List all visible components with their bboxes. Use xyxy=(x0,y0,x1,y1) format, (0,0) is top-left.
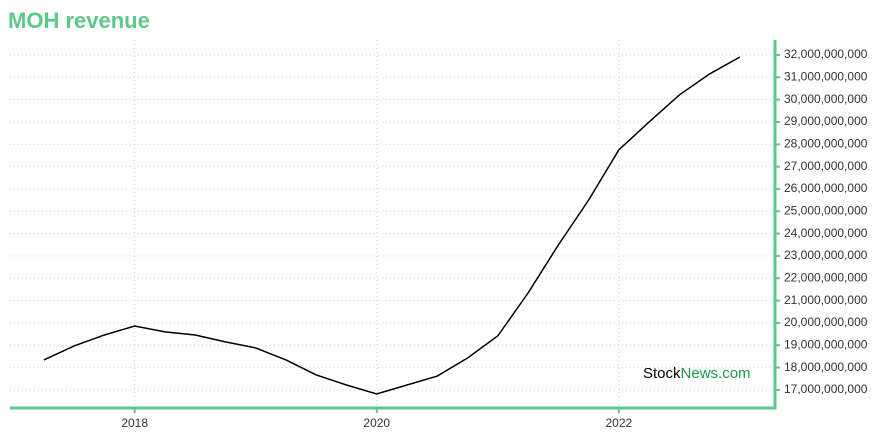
y-tick-label: 27,000,000,000 xyxy=(784,159,868,173)
y-tick-label: 25,000,000,000 xyxy=(784,203,868,217)
watermark-news: News.com xyxy=(681,365,751,382)
y-tick-label: 20,000,000,000 xyxy=(784,315,868,329)
y-tick-label: 32,000,000,000 xyxy=(784,47,868,61)
y-tick-label: 23,000,000,000 xyxy=(784,248,868,262)
watermark: StockNews.com xyxy=(643,365,751,382)
y-tick-label: 30,000,000,000 xyxy=(784,92,868,106)
x-tick-label: 2018 xyxy=(121,416,148,430)
chart-title: MOH revenue xyxy=(8,8,150,33)
y-tick-label: 24,000,000,000 xyxy=(784,226,868,240)
y-tick-label: 28,000,000,000 xyxy=(784,136,868,150)
y-tick-label: 29,000,000,000 xyxy=(784,114,868,128)
x-tick-label: 2022 xyxy=(606,416,633,430)
y-tick-label: 19,000,000,000 xyxy=(784,337,868,351)
y-tick-label: 18,000,000,000 xyxy=(784,360,868,374)
y-tick-label: 22,000,000,000 xyxy=(784,270,868,284)
grid xyxy=(10,40,775,408)
x-tick-label: 2020 xyxy=(363,416,390,430)
line xyxy=(43,56,741,395)
y-tick-label: 31,000,000,000 xyxy=(784,69,868,83)
y-tick-label: 26,000,000,000 xyxy=(784,181,868,195)
y-tick-label: 17,000,000,000 xyxy=(784,382,868,396)
watermark-stock: Stock xyxy=(643,365,681,382)
y-tick-label: 21,000,000,000 xyxy=(784,293,868,307)
